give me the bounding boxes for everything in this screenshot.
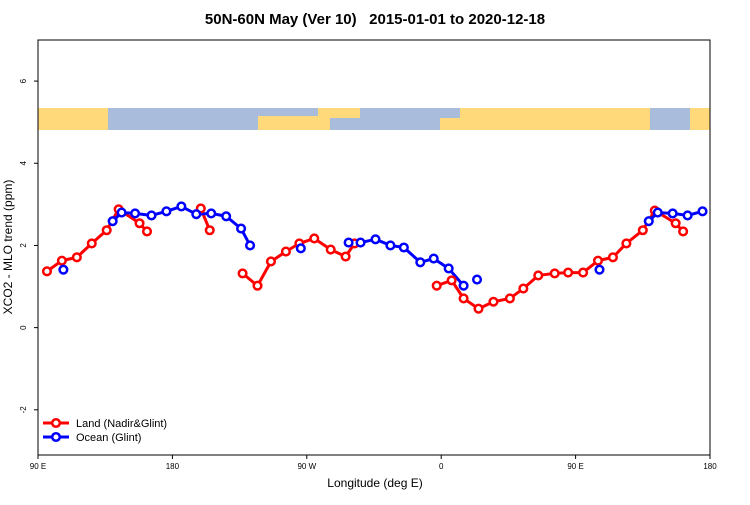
- data-point: [385, 240, 396, 251]
- data-point: [204, 225, 215, 236]
- data-point: [473, 303, 484, 314]
- data-point: [146, 210, 157, 221]
- data-point: [398, 242, 409, 253]
- data-point: [245, 240, 256, 251]
- plot-frame: [37, 39, 711, 456]
- data-point: [56, 255, 67, 266]
- data-point: [458, 280, 469, 291]
- data-point: [237, 268, 248, 279]
- data-point: [594, 264, 605, 275]
- y-tick-label: 0: [19, 325, 28, 330]
- data-point: [134, 218, 145, 229]
- data-point: [71, 252, 82, 263]
- data-point: [370, 234, 381, 245]
- data-point: [221, 211, 232, 222]
- data-point: [443, 263, 454, 274]
- data-point: [504, 293, 515, 304]
- x-tick-label: 180: [166, 462, 180, 471]
- data-point: [458, 293, 469, 304]
- data-point: [265, 256, 277, 267]
- data-point: [252, 280, 263, 291]
- data-point: [697, 206, 708, 217]
- data-point: [116, 207, 127, 218]
- data-point: [101, 225, 112, 236]
- data-point: [161, 206, 172, 217]
- data-point: [563, 267, 574, 278]
- y-tick-label: -2: [19, 406, 28, 414]
- x-tick-label: 0: [439, 462, 444, 471]
- data-point: [130, 208, 141, 219]
- legend-marker: [50, 431, 62, 443]
- legend-label: Land (Nadir&Glint): [76, 418, 167, 430]
- data-point: [86, 238, 97, 249]
- data-point: [191, 209, 202, 220]
- data-point: [607, 252, 618, 263]
- chart-title: 50N-60N May (Ver 10) 2015-01-01 to 2020-…: [205, 11, 545, 28]
- data-point: [415, 257, 426, 268]
- data-point: [107, 216, 118, 227]
- data-point: [667, 208, 678, 219]
- data-point: [309, 233, 320, 244]
- legend-marker: [50, 417, 62, 429]
- data-point: [236, 223, 247, 234]
- data-point: [533, 270, 544, 281]
- data-point: [652, 207, 663, 218]
- data-point: [621, 238, 632, 249]
- data-point: [340, 251, 351, 262]
- data-point: [446, 275, 457, 286]
- data-point: [206, 208, 217, 219]
- data-point: [343, 237, 354, 248]
- x-tick-label: 90 E: [567, 462, 583, 471]
- data-point: [295, 243, 306, 254]
- data-point: [471, 274, 483, 285]
- data-point: [643, 216, 654, 227]
- y-tick-label: 6: [19, 78, 28, 83]
- legend-label: Ocean (Glint): [76, 432, 141, 444]
- x-tick-label: 180: [703, 462, 717, 471]
- data-point: [637, 225, 648, 236]
- data-point: [355, 237, 366, 248]
- data-point: [431, 280, 442, 291]
- x-tick-label: 90 W: [297, 462, 316, 471]
- data-point: [549, 268, 560, 279]
- data-point: [176, 201, 187, 212]
- data-point: [325, 244, 336, 255]
- series-line: [46, 207, 685, 311]
- data-point: [428, 253, 439, 264]
- y-tick-label: 2: [19, 243, 28, 248]
- data-point: [41, 266, 53, 277]
- x-axis-label: Longitude (deg E): [327, 476, 422, 490]
- data-point: [682, 210, 693, 221]
- data-point: [58, 264, 69, 275]
- map-strip: [38, 108, 710, 130]
- y-axis-label: XCO2 - MLO trend (ppm): [1, 180, 15, 315]
- data-point: [678, 226, 689, 237]
- data-point: [280, 246, 291, 257]
- data-point: [141, 226, 153, 237]
- data-point: [592, 255, 604, 266]
- data-point: [518, 283, 529, 294]
- x-tick-label: 90 E: [30, 462, 46, 471]
- data-point: [578, 267, 589, 278]
- y-tick-label: 4: [19, 160, 28, 165]
- data-point: [670, 218, 681, 229]
- data-point: [488, 296, 499, 307]
